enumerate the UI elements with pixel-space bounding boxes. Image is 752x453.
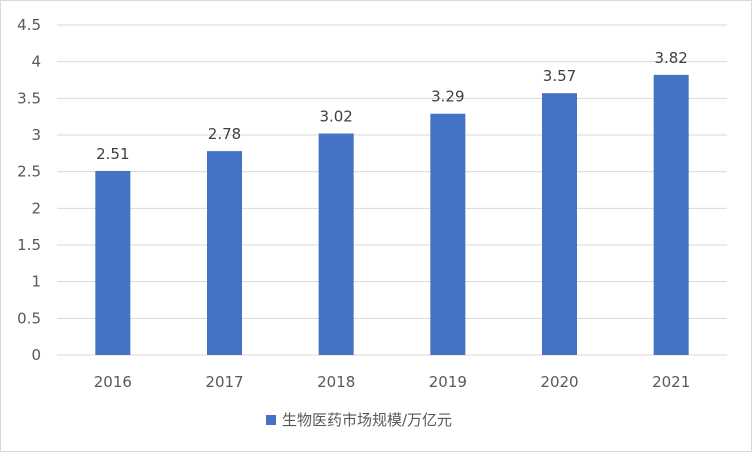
y-tick-label: 0.5 (17, 309, 41, 327)
data-label: 3.82 (654, 49, 687, 67)
data-label: 2.51 (96, 145, 129, 163)
y-tick-label: 2.5 (17, 163, 41, 181)
y-tick-label: 3 (31, 126, 41, 144)
y-tick-label: 2 (31, 199, 41, 217)
data-label: 3.02 (319, 108, 352, 126)
bar (95, 170, 131, 355)
legend-swatch (266, 415, 276, 425)
x-tick-label: 2018 (317, 373, 355, 391)
y-tick-label: 1.5 (17, 236, 41, 254)
x-tick-label: 2017 (205, 373, 243, 391)
x-tick-label: 2016 (94, 373, 132, 391)
y-axis-ticks: 0 0.5 1 1.5 2 2.5 3 3.5 4 4.5 (17, 16, 41, 364)
y-tick-label: 3.5 (17, 89, 41, 107)
bars (95, 74, 689, 355)
gridlines (57, 24, 727, 356)
legend: 生物医药市场规模/万亿元 (266, 411, 452, 429)
y-tick-label: 4 (31, 53, 41, 71)
bar (542, 93, 577, 355)
x-tick-label: 2020 (540, 373, 578, 391)
x-axis-ticks: 2016 2017 2018 2019 2020 2021 (94, 373, 691, 391)
bar (653, 74, 689, 355)
bar (207, 151, 242, 355)
legend-label: 生物医药市场规模/万亿元 (282, 411, 452, 429)
data-labels: 2.51 2.78 3.02 3.29 3.57 3.82 (96, 49, 688, 163)
data-label: 3.57 (543, 67, 576, 85)
x-tick-label: 2021 (652, 373, 690, 391)
data-label: 2.78 (208, 125, 241, 143)
x-tick-label: 2019 (429, 373, 467, 391)
bar (430, 113, 466, 355)
y-tick-label: 0 (31, 346, 41, 364)
y-tick-label: 1 (31, 273, 41, 291)
data-label: 3.29 (431, 88, 464, 106)
y-tick-label: 4.5 (17, 16, 41, 34)
bar (318, 133, 354, 355)
